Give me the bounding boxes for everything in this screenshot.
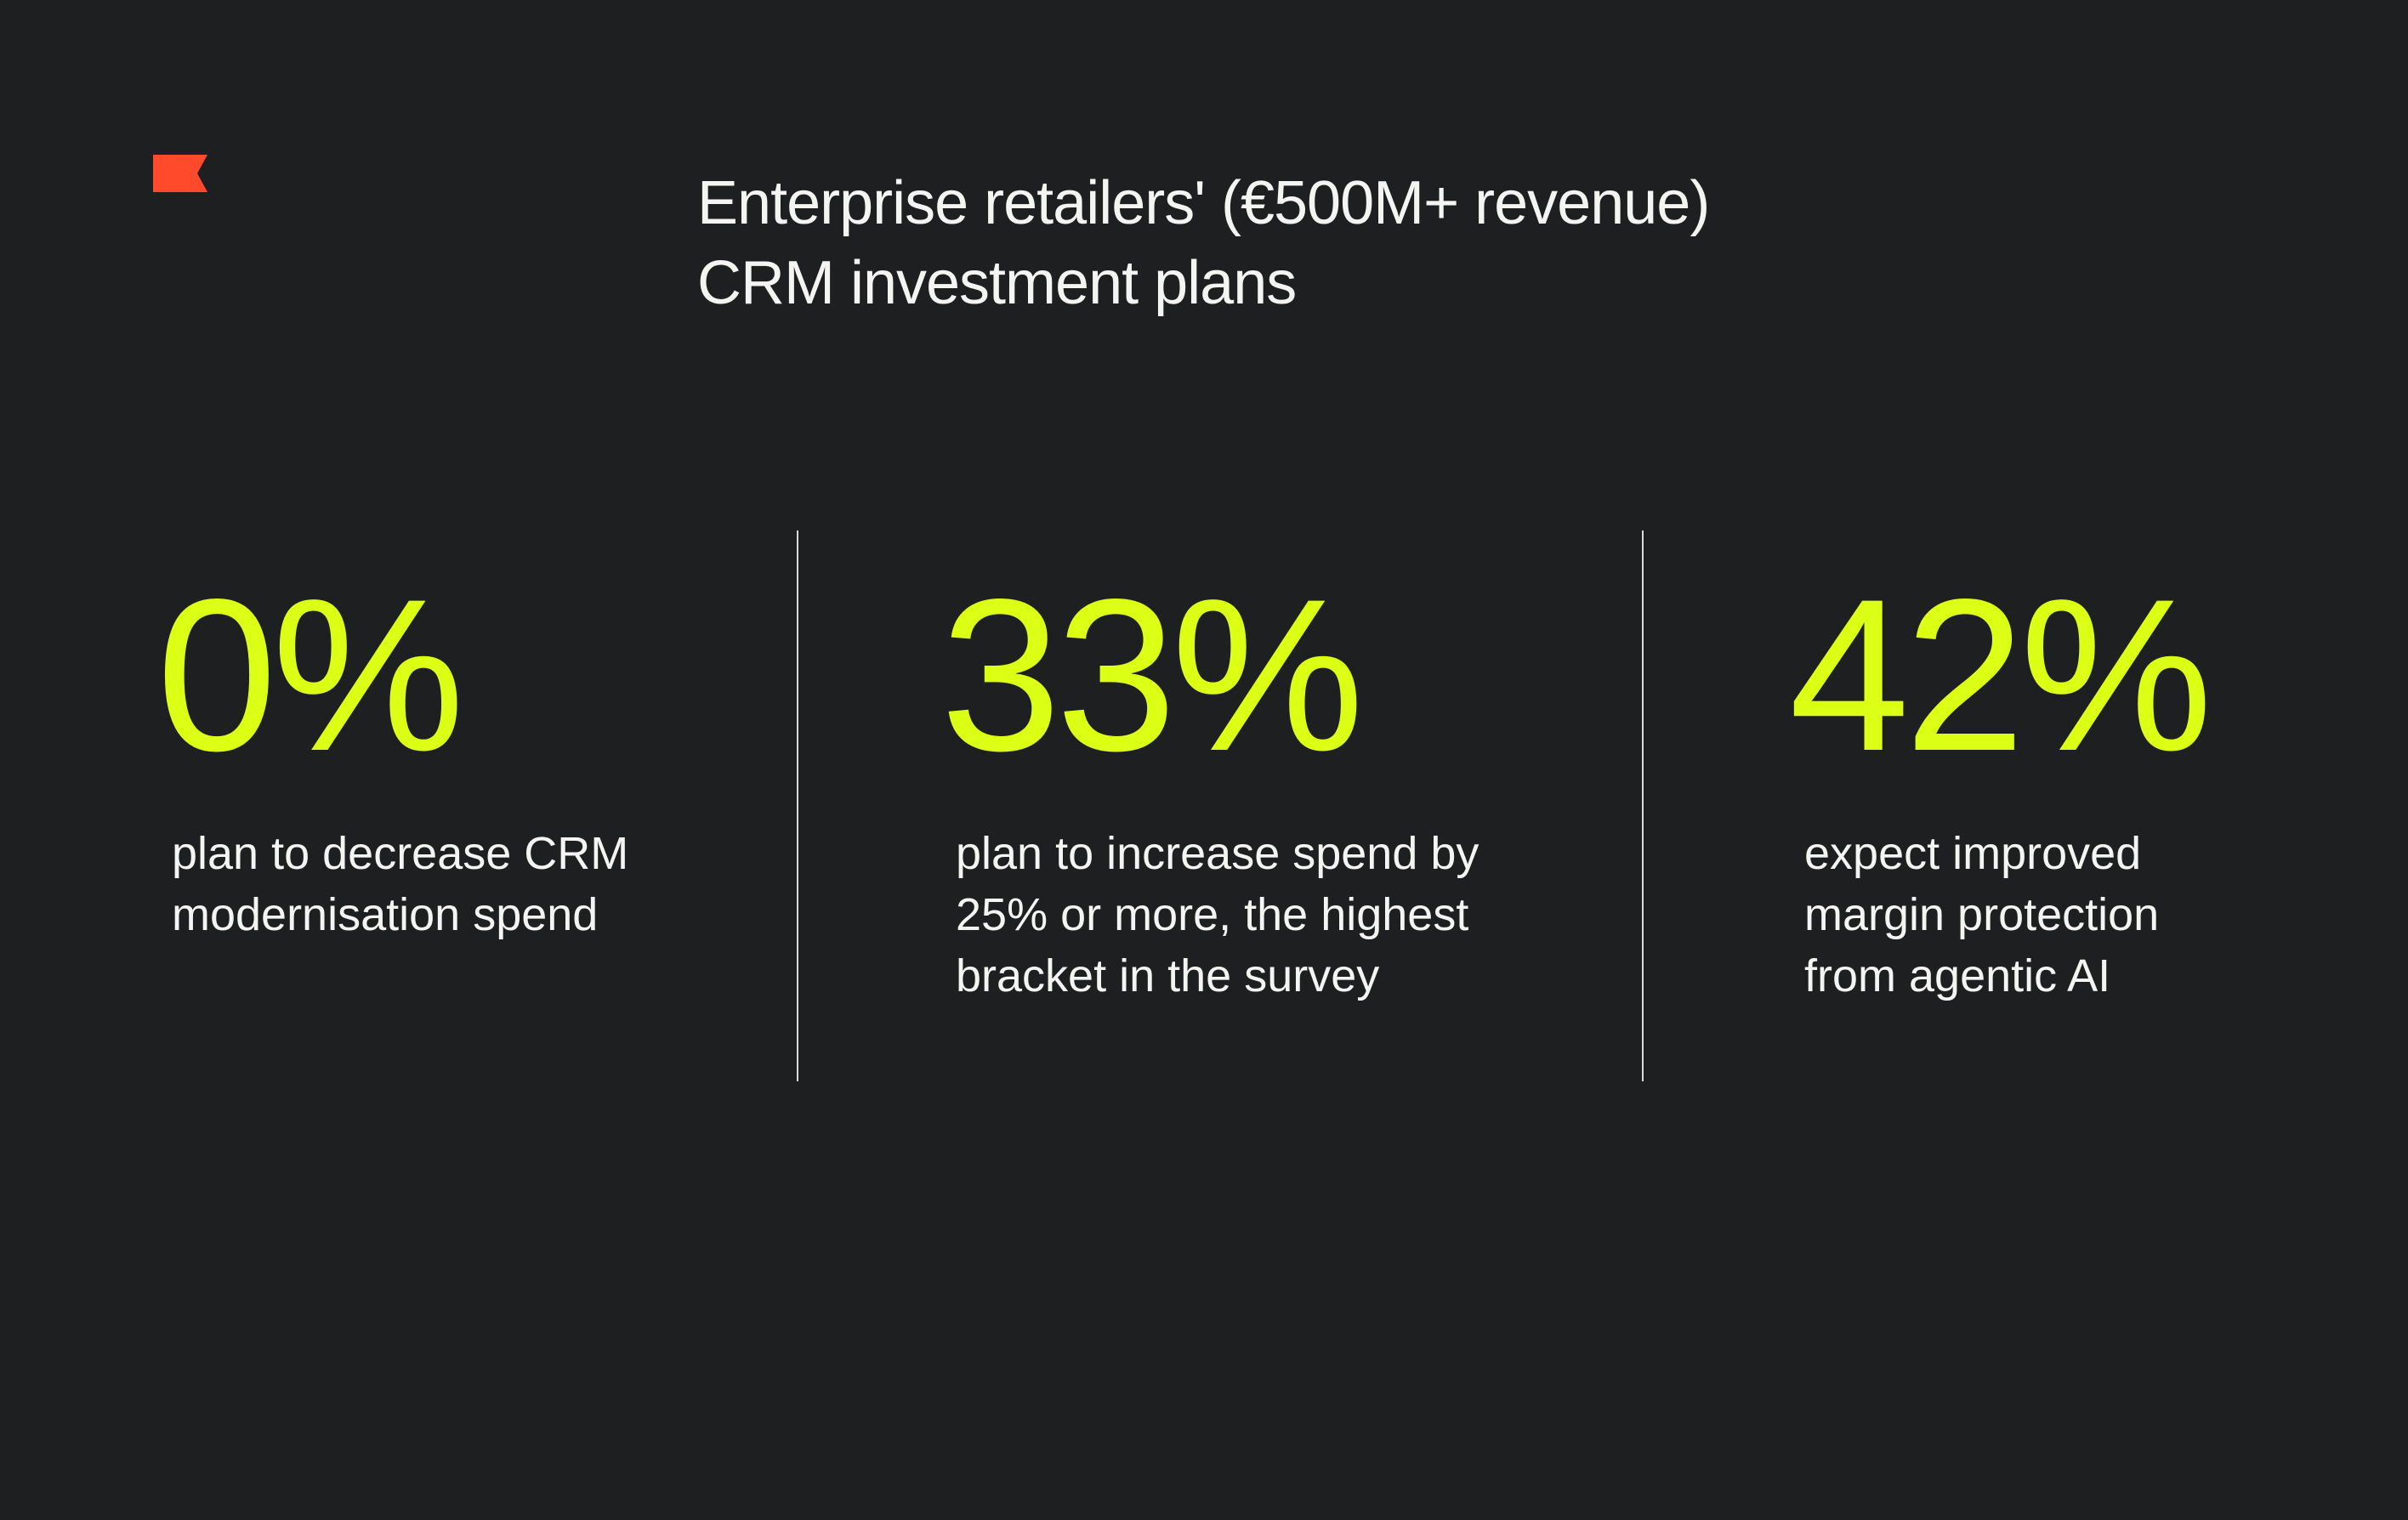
stat-description-line: plan to decrease CRM: [172, 828, 629, 879]
stat-decrease-crm: 0% plan to decrease CRM modernisation sp…: [156, 554, 628, 941]
page-title: Enterprise retailers' (€500M+ revenue) C…: [697, 163, 2143, 323]
stat-description-line: from agentic AI: [1804, 950, 2111, 1001]
page-title-line-1: Enterprise retailers' (€500M+ revenue): [697, 169, 1710, 237]
stat-description-line: modernisation spend: [172, 889, 599, 940]
stat-description-line: margin protection: [1804, 889, 2160, 940]
flag-icon: [153, 155, 207, 192]
stat-margin-protection: 42% expect improved margin protection fr…: [1789, 554, 2212, 1002]
stat-description-line: 25% or more, the highest: [956, 889, 1469, 940]
stat-description-line: expect improved: [1804, 828, 2142, 879]
stat-description: plan to increase spend by 25% or more, t…: [956, 823, 1479, 1007]
divider-1: [797, 530, 798, 1081]
page-title-line-2: CRM investment plans: [697, 249, 1297, 317]
stat-description-line: plan to increase spend by: [956, 828, 1479, 879]
stat-value: 33%: [940, 554, 1364, 797]
stat-description: expect improved margin protection from a…: [1804, 823, 2159, 1007]
stat-value: 42%: [1789, 554, 2212, 797]
stat-description-line: bracket in the survey: [956, 950, 1380, 1001]
brand-logo: [153, 155, 207, 192]
divider-2: [1642, 530, 1644, 1081]
stat-value: 0%: [156, 554, 465, 797]
stat-description: plan to decrease CRM modernisation spend: [172, 823, 628, 945]
stat-increase-spend: 33% plan to increase spend by 25% or mor…: [940, 554, 1479, 1002]
